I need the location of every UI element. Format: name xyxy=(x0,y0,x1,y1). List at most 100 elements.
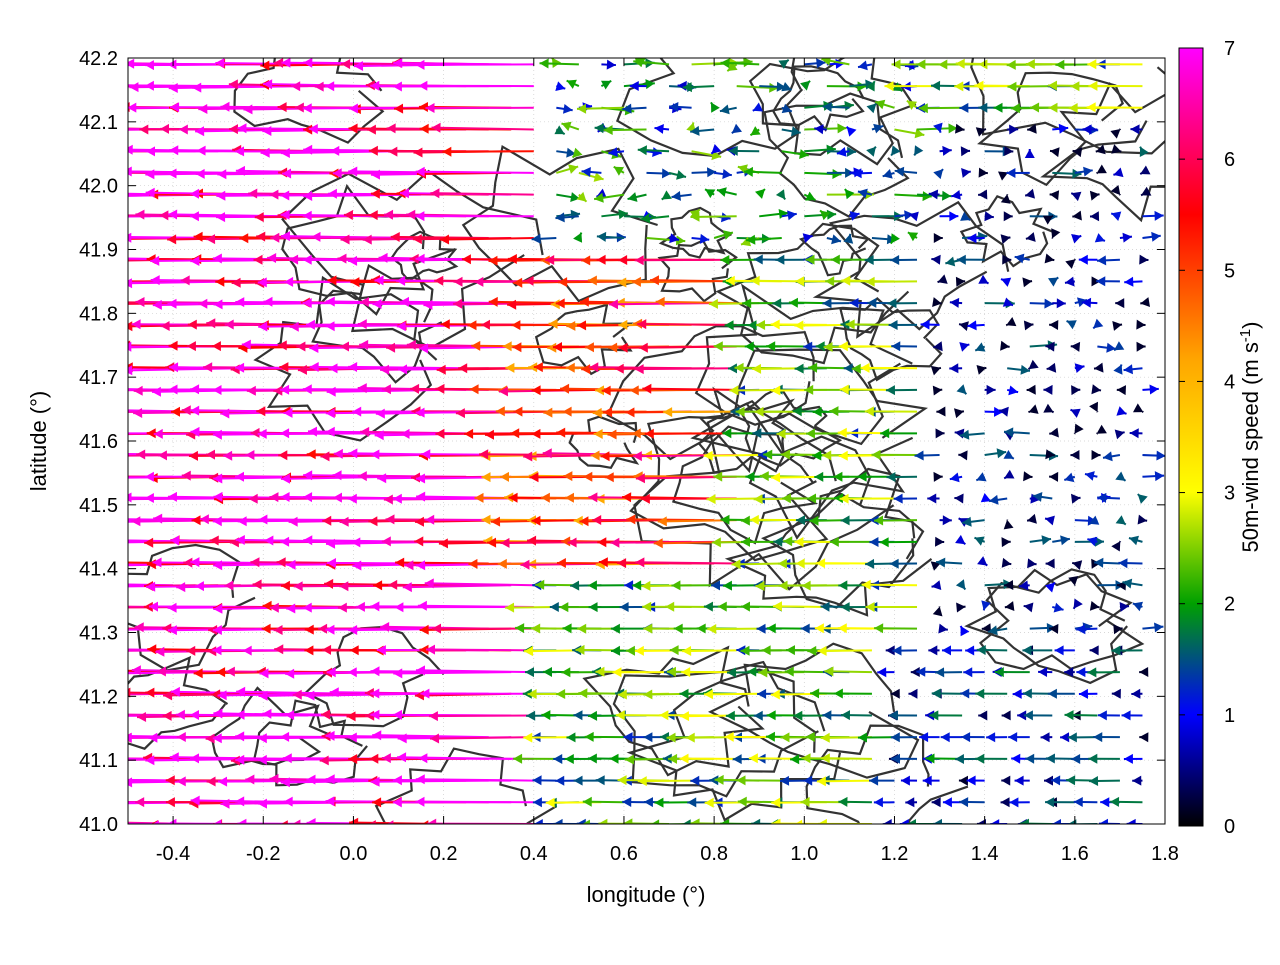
wind-arrow-head xyxy=(513,407,522,417)
wind-arrow-head xyxy=(523,452,532,462)
wind-arrow xyxy=(1129,536,1142,546)
wind-arrow xyxy=(431,123,533,133)
wind-arrow-head xyxy=(934,472,943,482)
wind-arrow xyxy=(577,104,624,114)
wind-arrow-head xyxy=(566,321,575,331)
wind-arrow-head xyxy=(822,710,831,720)
wind-arrow xyxy=(1048,277,1058,286)
wind-arrow-head xyxy=(100,473,109,483)
wind-arrow-head xyxy=(1025,754,1034,764)
wind-arrow xyxy=(635,364,737,374)
wind-arrow xyxy=(505,603,556,613)
wind-arrow-head xyxy=(1065,277,1075,287)
wind-arrow-head xyxy=(789,298,798,308)
wind-arrow xyxy=(585,732,624,742)
wind-arrow-head xyxy=(839,451,848,461)
wind-arrow xyxy=(1079,255,1098,265)
wind-arrow xyxy=(979,168,988,178)
contour-line xyxy=(773,66,863,129)
wind-arrow-head xyxy=(122,342,131,352)
wind-arrow xyxy=(1090,601,1100,611)
wind-arrow-head xyxy=(277,557,286,567)
wind-arrow xyxy=(889,320,917,330)
wind-arrow xyxy=(785,667,827,677)
wind-arrow-head xyxy=(1008,732,1017,742)
wind-arrow-head xyxy=(382,384,391,394)
wind-arrow-head xyxy=(659,710,668,720)
wind-arrow-head xyxy=(609,299,618,309)
wind-arrow xyxy=(1137,342,1146,352)
wind-arrow-head xyxy=(245,775,254,785)
wind-arrow-head xyxy=(1043,216,1053,225)
wind-arrow-head xyxy=(432,123,441,133)
wind-arrow-head xyxy=(801,624,810,634)
wind-arrow-head xyxy=(410,384,419,394)
wind-arrow-head xyxy=(556,689,565,699)
wind-arrow xyxy=(583,797,624,807)
wind-arrow xyxy=(1075,537,1104,547)
wind-arrow xyxy=(963,667,984,677)
wind-arrow-head xyxy=(69,732,78,742)
wind-arrow-head xyxy=(198,104,207,114)
wind-arrow-head xyxy=(955,535,965,544)
wind-arrow-head xyxy=(533,775,542,785)
wind-arrow-head xyxy=(1011,103,1020,113)
wind-arrow-head xyxy=(377,473,386,483)
wind-arrow-head xyxy=(607,60,616,70)
wind-arrow xyxy=(1067,320,1077,329)
wind-arrow xyxy=(1097,165,1107,174)
wind-arrow-head xyxy=(56,188,65,198)
wind-arrow-head xyxy=(210,536,219,546)
wind-arrow-head xyxy=(123,167,132,177)
wind-arrow-head xyxy=(188,320,197,330)
wind-arrow-head xyxy=(841,276,850,286)
wind-arrow-head xyxy=(1115,298,1124,308)
wind-arrow xyxy=(1027,385,1036,395)
wind-arrow-head xyxy=(977,556,987,566)
wind-arrow-head xyxy=(215,58,224,68)
wind-arrow xyxy=(816,558,872,568)
wind-arrow-head xyxy=(815,623,824,633)
wind-arrow xyxy=(1000,341,1010,351)
wind-arrow xyxy=(416,474,534,484)
wind-arrow-head xyxy=(1131,689,1140,699)
wind-arrow-head xyxy=(733,754,742,764)
wind-arrow-head xyxy=(956,579,965,589)
wind-arrow-head xyxy=(368,516,377,526)
wind-arrow-head xyxy=(1079,255,1088,265)
wind-arrow xyxy=(744,167,782,177)
wind-arrow xyxy=(824,666,872,676)
wind-arrow xyxy=(1096,276,1120,286)
wind-arrow xyxy=(1001,776,1010,786)
wind-arrow-head xyxy=(583,797,592,807)
wind-arrow-head xyxy=(258,799,267,809)
wind-arrow-head xyxy=(745,342,754,352)
wind-arrow-head xyxy=(55,557,64,567)
wind-arrow-head xyxy=(285,710,294,720)
wind-arrow xyxy=(1140,166,1150,175)
wind-arrow xyxy=(1089,776,1120,786)
wind-arrow-head xyxy=(613,667,622,677)
wind-arrow-head xyxy=(656,297,665,307)
wind-arrow xyxy=(929,710,962,720)
wind-arrow-shaft xyxy=(10,737,128,739)
wind-arrow xyxy=(415,60,533,70)
wind-arrow-head xyxy=(181,275,190,285)
wind-arrow xyxy=(908,232,918,241)
wind-arrow-head xyxy=(1154,623,1163,633)
wind-arrow-head xyxy=(1124,364,1134,374)
wind-arrow xyxy=(1140,147,1149,157)
wind-arrow xyxy=(1045,516,1055,526)
wind-arrow-head xyxy=(1001,797,1010,807)
wind-arrow xyxy=(1083,124,1098,134)
wind-arrow-shaft xyxy=(37,150,128,151)
wind-arrow-head xyxy=(838,623,847,633)
wind-arrow-head xyxy=(370,450,379,460)
wind-arrow-head xyxy=(281,474,290,484)
wind-arrow xyxy=(524,646,579,656)
wind-arrow-head xyxy=(214,299,223,309)
wind-arrow-head xyxy=(841,515,850,525)
wind-arrow-head xyxy=(186,646,195,656)
wind-arrow-head xyxy=(415,690,424,700)
wind-arrow-head xyxy=(1011,754,1020,764)
